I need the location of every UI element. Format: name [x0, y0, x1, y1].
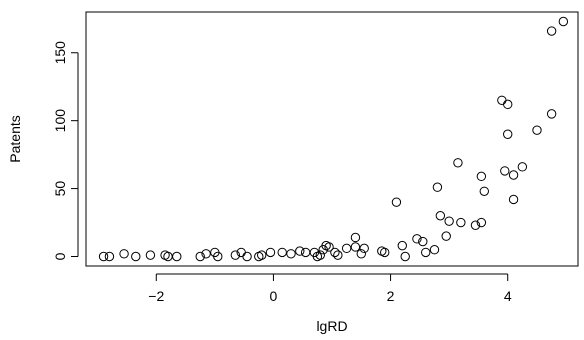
data-point — [213, 251, 223, 262]
data-point — [412, 234, 422, 244]
data-point — [131, 251, 141, 262]
x-tick-label: 4 — [504, 288, 512, 304]
data-point — [441, 231, 451, 241]
data-point — [98, 251, 109, 262]
x-tick-label: 2 — [387, 288, 395, 304]
data-point — [295, 246, 305, 256]
data-point — [546, 26, 557, 36]
y-tick-label: 0 — [52, 252, 68, 260]
data-point — [432, 182, 443, 192]
data-point — [508, 194, 519, 205]
data-point — [503, 99, 513, 110]
data-point — [456, 217, 466, 228]
data-point — [476, 171, 487, 182]
data-point — [350, 242, 361, 252]
data-point — [172, 251, 182, 262]
data-point — [508, 170, 519, 180]
data-point — [558, 16, 569, 27]
data-point — [453, 158, 463, 168]
data-point — [277, 247, 287, 258]
data-point — [435, 211, 446, 221]
data-point — [517, 162, 528, 172]
x-tick-label: −2 — [148, 288, 164, 304]
data-point — [163, 251, 173, 262]
data-point — [330, 247, 340, 258]
data-point — [421, 247, 431, 258]
data-point — [195, 251, 205, 262]
plot-frame — [85, 11, 579, 267]
y-tick-label: 150 — [52, 41, 68, 65]
data-point — [359, 243, 369, 254]
data-point — [546, 109, 557, 119]
data-point — [300, 247, 311, 258]
data-point — [350, 232, 361, 243]
data-point — [257, 250, 267, 260]
data-point — [400, 251, 410, 262]
data-point — [356, 249, 366, 259]
data-point — [119, 249, 129, 259]
data-point — [315, 250, 325, 260]
y-tick-label: 100 — [52, 109, 68, 133]
data-point — [503, 129, 513, 139]
data-point — [500, 166, 510, 176]
x-tick-label: 0 — [270, 288, 278, 304]
data-point — [341, 243, 352, 254]
data-point — [497, 95, 507, 105]
data-point — [532, 125, 542, 135]
data-point — [380, 247, 390, 258]
x-axis-label: lgRD — [316, 318, 347, 334]
data-point — [397, 240, 407, 251]
data-point — [265, 247, 276, 258]
data-point — [286, 249, 296, 259]
y-tick-label: 50 — [52, 181, 68, 197]
data-point — [230, 250, 241, 260]
data-point — [391, 197, 402, 207]
x-axis: −2 0 2 4 — [148, 273, 512, 304]
data-point — [444, 216, 454, 226]
data-point — [242, 251, 252, 262]
data-point — [479, 186, 489, 196]
data-point — [333, 250, 343, 260]
data-point — [470, 220, 481, 230]
y-axis-label: Patents — [7, 115, 23, 162]
data-point — [476, 217, 487, 228]
y-axis: 0 50 100 150 — [52, 41, 79, 260]
data-point — [201, 249, 211, 259]
data-point — [429, 245, 440, 255]
data-point — [324, 242, 334, 252]
data-point — [104, 251, 115, 262]
data-point — [145, 250, 156, 260]
data-point — [418, 236, 428, 247]
data-points — [98, 16, 569, 262]
